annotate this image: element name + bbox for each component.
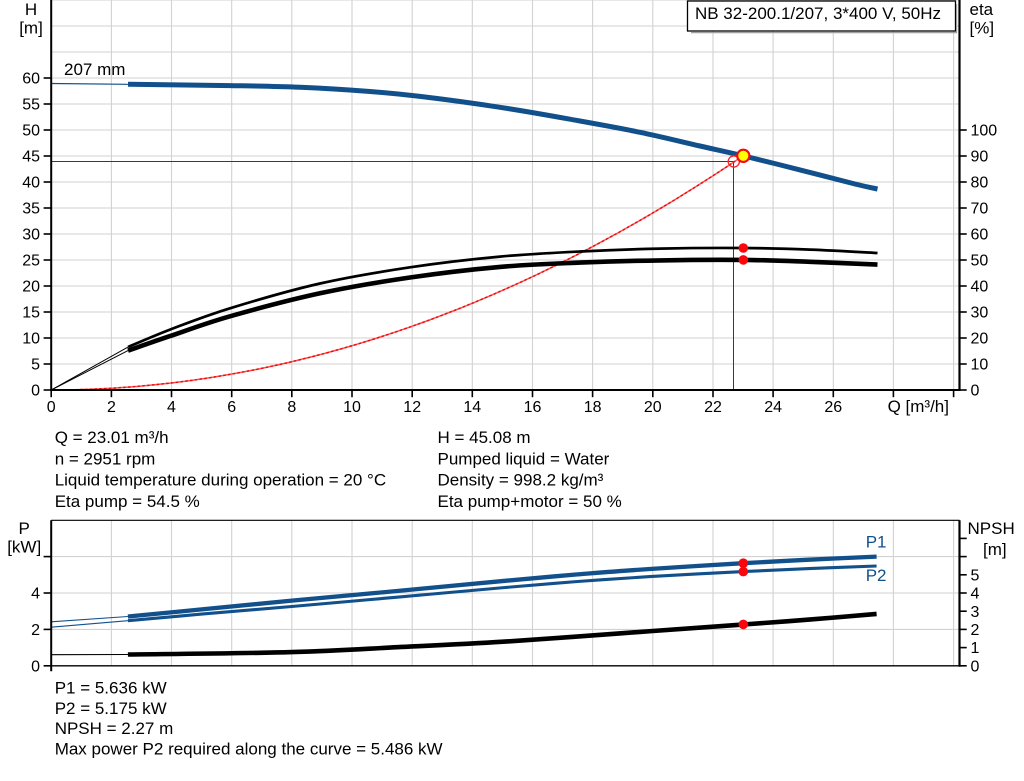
- svg-text:0: 0: [47, 399, 56, 416]
- svg-text:22: 22: [704, 399, 722, 416]
- svg-text:15: 15: [22, 305, 40, 322]
- svg-text:20: 20: [644, 399, 662, 416]
- svg-text:6: 6: [227, 399, 236, 416]
- svg-text:10: 10: [971, 357, 989, 374]
- svg-text:24: 24: [764, 399, 782, 416]
- svg-text:3: 3: [971, 604, 980, 621]
- svg-text:Q = 23.01 m³/h: Q = 23.01 m³/h: [55, 428, 169, 447]
- svg-text:2: 2: [107, 399, 116, 416]
- svg-text:25: 25: [22, 253, 40, 270]
- svg-text:5: 5: [971, 567, 980, 584]
- svg-text:207 mm: 207 mm: [64, 60, 125, 79]
- svg-text:40: 40: [971, 279, 989, 296]
- svg-text:45: 45: [22, 149, 40, 166]
- svg-text:n = 2951 rpm: n = 2951 rpm: [55, 449, 156, 468]
- svg-text:40: 40: [22, 175, 40, 192]
- svg-text:NPSH: NPSH: [968, 519, 1015, 538]
- svg-text:18: 18: [584, 399, 602, 416]
- svg-text:P: P: [19, 519, 30, 538]
- svg-text:50: 50: [971, 253, 989, 270]
- svg-text:Density = 998.2 kg/m³: Density = 998.2 kg/m³: [438, 471, 604, 490]
- svg-text:H = 45.08 m: H = 45.08 m: [438, 428, 531, 447]
- svg-text:0: 0: [971, 658, 980, 675]
- svg-text:P1 = 5.636 kW: P1 = 5.636 kW: [55, 679, 167, 698]
- svg-text:[m]: [m]: [983, 540, 1007, 559]
- svg-text:[%]: [%]: [970, 19, 995, 38]
- svg-text:60: 60: [22, 71, 40, 88]
- svg-text:4: 4: [971, 586, 980, 603]
- svg-text:5: 5: [31, 357, 40, 374]
- svg-text:4: 4: [31, 586, 40, 603]
- svg-text:0: 0: [31, 383, 40, 400]
- svg-text:Pumped liquid = Water: Pumped liquid = Water: [438, 449, 610, 468]
- svg-text:16: 16: [524, 399, 542, 416]
- svg-text:26: 26: [824, 399, 842, 416]
- svg-text:20: 20: [971, 331, 989, 348]
- svg-text:80: 80: [971, 175, 989, 192]
- svg-text:H: H: [25, 0, 37, 19]
- svg-text:[kW]: [kW]: [7, 538, 41, 557]
- svg-text:NPSH = 2.27 m: NPSH = 2.27 m: [55, 719, 174, 738]
- svg-text:12: 12: [403, 399, 421, 416]
- svg-text:90: 90: [971, 149, 989, 166]
- svg-text:P2 = 5.175 kW: P2 = 5.175 kW: [55, 699, 167, 718]
- svg-text:NB 32-200.1/207, 3*400 V, 50Hz: NB 32-200.1/207, 3*400 V, 50Hz: [695, 4, 941, 23]
- svg-text:[m]: [m]: [19, 19, 43, 38]
- svg-text:50: 50: [22, 123, 40, 140]
- svg-text:30: 30: [971, 305, 989, 322]
- svg-text:20: 20: [22, 279, 40, 296]
- svg-text:2: 2: [971, 622, 980, 639]
- svg-text:10: 10: [22, 331, 40, 348]
- svg-text:2: 2: [31, 622, 40, 639]
- svg-text:100: 100: [971, 123, 998, 140]
- svg-text:14: 14: [463, 399, 481, 416]
- svg-text:60: 60: [971, 227, 989, 244]
- svg-text:Eta pump+motor = 50 %: Eta pump+motor = 50 %: [438, 492, 622, 511]
- svg-text:0: 0: [31, 658, 40, 675]
- svg-text:70: 70: [971, 201, 989, 218]
- svg-text:1: 1: [971, 640, 980, 657]
- svg-text:35: 35: [22, 201, 40, 218]
- svg-text:Liquid temperature during oper: Liquid temperature during operation = 20…: [55, 471, 386, 490]
- svg-text:55: 55: [22, 97, 40, 114]
- svg-text:0: 0: [971, 383, 980, 400]
- svg-text:Max power P2 required along th: Max power P2 required along the curve = …: [55, 739, 443, 758]
- svg-text:eta: eta: [970, 0, 994, 19]
- svg-text:10: 10: [343, 399, 361, 416]
- svg-text:P1: P1: [866, 532, 887, 551]
- svg-text:P2: P2: [866, 566, 887, 585]
- svg-text:Eta pump = 54.5 %: Eta pump = 54.5 %: [55, 492, 200, 511]
- svg-text:4: 4: [167, 399, 176, 416]
- svg-text:8: 8: [287, 399, 296, 416]
- svg-text:Q [m³/h]: Q [m³/h]: [888, 397, 949, 416]
- svg-text:30: 30: [22, 227, 40, 244]
